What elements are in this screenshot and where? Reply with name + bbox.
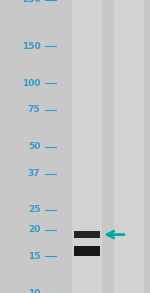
Text: 25: 25 xyxy=(28,205,40,214)
Text: 20: 20 xyxy=(28,225,40,234)
Text: 15: 15 xyxy=(28,252,40,260)
Text: 150: 150 xyxy=(22,42,40,51)
Bar xyxy=(74,231,100,238)
Bar xyxy=(72,0,102,293)
Text: 250: 250 xyxy=(22,0,40,4)
Text: 37: 37 xyxy=(28,169,40,178)
Bar xyxy=(74,246,100,256)
Bar xyxy=(114,0,144,293)
Text: 10: 10 xyxy=(28,289,40,293)
Text: 100: 100 xyxy=(22,79,40,88)
Text: 50: 50 xyxy=(28,142,40,151)
Text: 75: 75 xyxy=(28,105,40,114)
